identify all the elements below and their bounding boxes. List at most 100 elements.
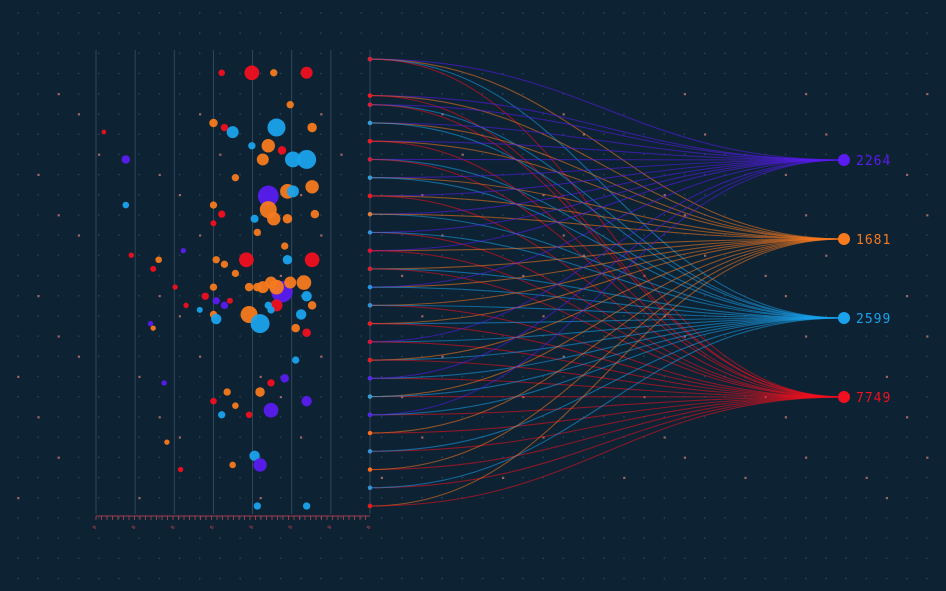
grid-dot <box>704 335 706 337</box>
grid-dot <box>199 113 202 116</box>
link-source-dot <box>367 266 373 272</box>
grid-dot <box>926 12 928 14</box>
grid-dot <box>542 476 544 479</box>
grid-dot <box>683 456 686 459</box>
grid-dot <box>522 436 524 438</box>
grid-dot <box>885 497 888 500</box>
grid-dot <box>340 396 342 398</box>
grid-dot <box>461 194 464 196</box>
grid-dot <box>805 32 807 34</box>
flow-link <box>369 396 845 471</box>
grid-dot <box>320 214 322 216</box>
link-source-dot <box>367 120 373 126</box>
grid-dot <box>784 577 787 580</box>
grid-dot <box>138 497 141 500</box>
grid-dot <box>683 52 686 55</box>
grid-dot <box>461 52 464 55</box>
grid-dot <box>199 153 201 156</box>
grid-dot <box>320 113 323 116</box>
data-point <box>253 458 267 472</box>
data-point <box>209 283 218 291</box>
grid-dot <box>239 517 241 519</box>
grid-dot <box>320 537 322 539</box>
grid-dot <box>279 254 282 257</box>
grid-dot <box>542 72 544 75</box>
grid-dot <box>663 254 666 257</box>
link-source-dot <box>367 284 373 290</box>
grid-dot <box>259 375 262 378</box>
grid-dot <box>118 32 120 34</box>
grid-dot <box>906 274 908 277</box>
grid-dot <box>98 72 100 75</box>
grid-dot <box>421 234 423 236</box>
grid-dot <box>865 254 868 257</box>
grid-dot <box>542 456 544 459</box>
grid-dot <box>158 12 161 14</box>
grid-dot <box>401 72 403 75</box>
grid-dot <box>98 355 100 358</box>
flow-link <box>369 104 845 319</box>
grid-dot <box>623 436 625 438</box>
grid-dot <box>57 153 60 156</box>
grid-dot <box>320 173 322 176</box>
x-tick-label: 0 <box>327 525 334 531</box>
flow-link <box>369 359 845 398</box>
flow-link <box>369 158 845 161</box>
grid-dot <box>663 456 666 459</box>
grid-dot <box>704 375 706 378</box>
grid-dot <box>906 497 908 499</box>
link-source-dot <box>367 102 373 107</box>
grid-dot <box>926 274 928 277</box>
grid-dot <box>744 274 746 277</box>
grid-dot <box>764 173 767 176</box>
data-point <box>121 155 131 164</box>
grid-dot <box>259 476 262 479</box>
grid-dot <box>37 355 39 358</box>
grid-dot <box>643 153 645 156</box>
data-point <box>302 328 311 337</box>
grid-dot <box>764 517 767 519</box>
grid-dot <box>683 12 686 14</box>
grid-dot <box>239 436 241 438</box>
grid-dot <box>421 12 423 14</box>
grid-dot <box>825 194 827 196</box>
grid-dot <box>158 113 161 115</box>
grid-dot <box>380 375 383 378</box>
grid-dot <box>825 295 827 297</box>
grid-dot <box>17 456 19 459</box>
x-tick-label: 0 <box>209 525 216 531</box>
grid-dot <box>885 113 888 115</box>
grid-dot <box>805 153 807 156</box>
grid-dot <box>259 173 262 176</box>
grid-dot <box>906 375 908 378</box>
grid-dot <box>805 133 807 135</box>
grid-dot <box>562 234 565 237</box>
grid-dot <box>37 517 39 519</box>
grid-dot <box>562 52 565 55</box>
grid-dot <box>259 52 262 55</box>
grid-dot <box>77 12 80 14</box>
grid-dot <box>542 416 544 418</box>
grid-dot <box>57 52 60 55</box>
grid-dot <box>320 476 322 479</box>
grid-dot <box>502 214 504 216</box>
grid-dot <box>239 113 241 115</box>
grid-dot <box>643 517 645 519</box>
grid-dot <box>340 577 342 580</box>
grid-dot <box>764 497 767 499</box>
grid-dot <box>178 315 181 318</box>
target-node <box>838 154 850 166</box>
grid-dot <box>279 517 282 519</box>
grid-dot <box>98 497 100 499</box>
flow-link <box>369 238 845 361</box>
grid-dot <box>300 234 302 236</box>
grid-dot <box>360 72 363 75</box>
grid-dot <box>522 355 524 358</box>
grid-dot <box>300 93 302 95</box>
grid-dot <box>926 335 929 338</box>
grid-dot <box>98 396 100 398</box>
grid-dot <box>441 234 444 237</box>
link-source-dot <box>367 93 373 98</box>
grid-dot <box>17 476 19 479</box>
